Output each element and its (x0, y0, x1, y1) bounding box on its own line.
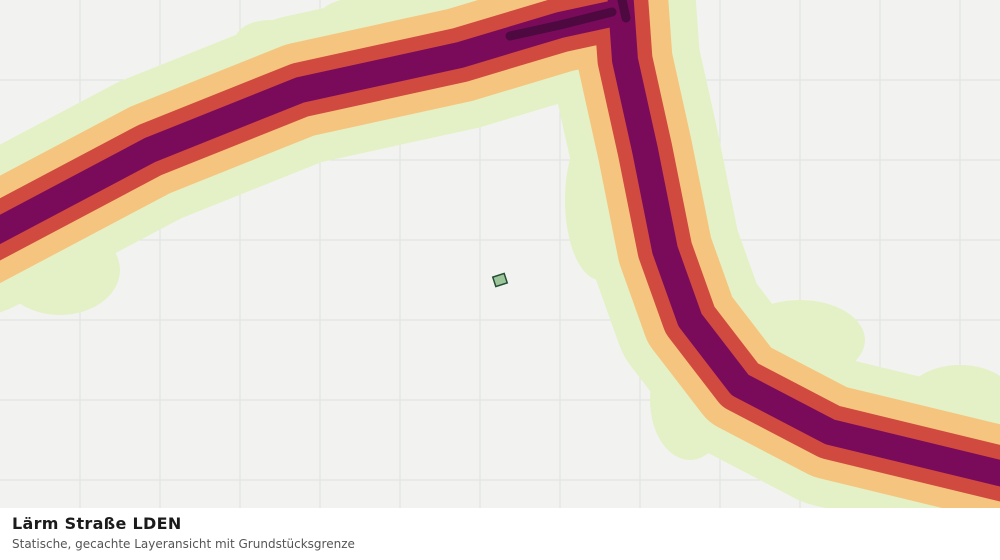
map-subtitle: Statische, gecachte Layeransicht mit Gru… (12, 537, 355, 551)
caption: Lärm Straße LDEN Statische, gecachte Lay… (0, 508, 1000, 560)
noise-zones (0, 0, 1000, 508)
parcel-boundary (491, 272, 509, 288)
map (0, 0, 1000, 508)
noise-band-70 (505, 0, 631, 41)
map-title: Lärm Straße LDEN (12, 514, 182, 533)
